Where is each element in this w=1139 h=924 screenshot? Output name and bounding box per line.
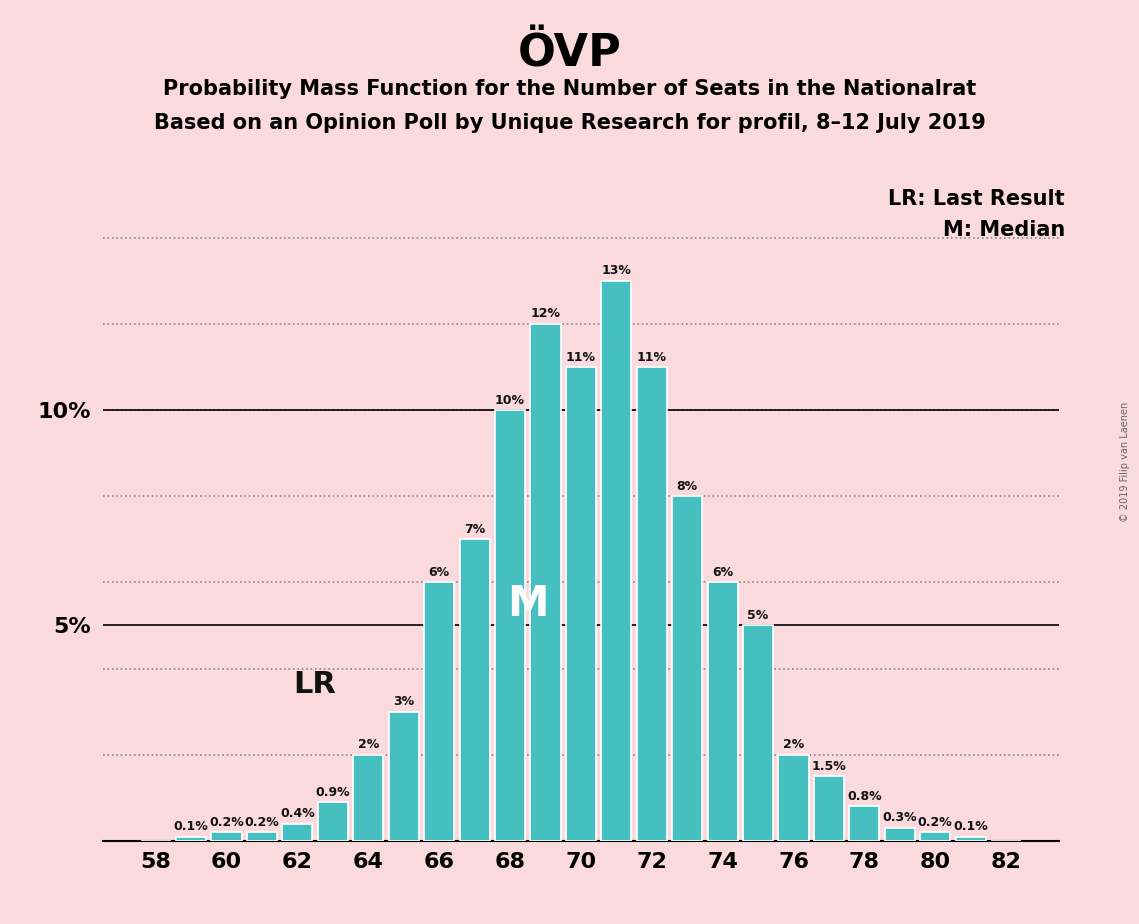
Text: 7%: 7% bbox=[464, 523, 485, 536]
Bar bbox=[920, 833, 950, 841]
Text: 13%: 13% bbox=[601, 264, 631, 277]
Bar bbox=[531, 324, 560, 841]
Bar bbox=[424, 582, 454, 841]
Bar bbox=[885, 828, 915, 841]
Text: ÖVP: ÖVP bbox=[517, 32, 622, 76]
Bar bbox=[318, 802, 347, 841]
Text: 2%: 2% bbox=[358, 738, 379, 751]
Bar bbox=[850, 807, 879, 841]
Text: 11%: 11% bbox=[566, 350, 596, 363]
Text: Probability Mass Function for the Number of Seats in the Nationalrat: Probability Mass Function for the Number… bbox=[163, 79, 976, 99]
Text: 5%: 5% bbox=[747, 609, 769, 622]
Bar bbox=[743, 626, 773, 841]
Text: 11%: 11% bbox=[637, 350, 666, 363]
Bar bbox=[495, 410, 525, 841]
Bar bbox=[247, 833, 277, 841]
Text: 10%: 10% bbox=[495, 394, 525, 407]
Text: 0.3%: 0.3% bbox=[883, 811, 917, 824]
Bar bbox=[601, 281, 631, 841]
Bar bbox=[956, 836, 985, 841]
Text: M: M bbox=[507, 583, 549, 625]
Text: 1.5%: 1.5% bbox=[812, 760, 846, 772]
Bar bbox=[282, 823, 312, 841]
Text: LR: Last Result: LR: Last Result bbox=[888, 189, 1065, 210]
Bar bbox=[637, 367, 666, 841]
Text: 0.2%: 0.2% bbox=[245, 816, 279, 829]
Bar bbox=[814, 776, 844, 841]
Text: 12%: 12% bbox=[531, 308, 560, 321]
Text: 0.4%: 0.4% bbox=[280, 808, 314, 821]
Bar bbox=[672, 496, 703, 841]
Text: 0.1%: 0.1% bbox=[953, 821, 988, 833]
Text: 0.1%: 0.1% bbox=[174, 821, 208, 833]
Text: Based on an Opinion Poll by Unique Research for profil, 8–12 July 2019: Based on an Opinion Poll by Unique Resea… bbox=[154, 113, 985, 133]
Bar bbox=[566, 367, 596, 841]
Text: M: Median: M: Median bbox=[943, 220, 1065, 240]
Bar bbox=[353, 755, 384, 841]
Text: 6%: 6% bbox=[712, 565, 734, 579]
Text: 0.2%: 0.2% bbox=[918, 816, 952, 829]
Text: 2%: 2% bbox=[782, 738, 804, 751]
Text: © 2019 Filip van Laenen: © 2019 Filip van Laenen bbox=[1121, 402, 1130, 522]
Bar bbox=[459, 540, 490, 841]
Bar bbox=[707, 582, 738, 841]
Text: 0.2%: 0.2% bbox=[210, 816, 244, 829]
Text: 3%: 3% bbox=[393, 695, 415, 708]
Text: 0.9%: 0.9% bbox=[316, 785, 350, 798]
Bar bbox=[177, 836, 206, 841]
Bar bbox=[388, 711, 419, 841]
Text: 0.8%: 0.8% bbox=[847, 790, 882, 803]
Text: 8%: 8% bbox=[677, 480, 698, 492]
Bar bbox=[212, 833, 241, 841]
Text: LR: LR bbox=[294, 670, 336, 699]
Bar bbox=[778, 755, 809, 841]
Text: 6%: 6% bbox=[428, 565, 450, 579]
